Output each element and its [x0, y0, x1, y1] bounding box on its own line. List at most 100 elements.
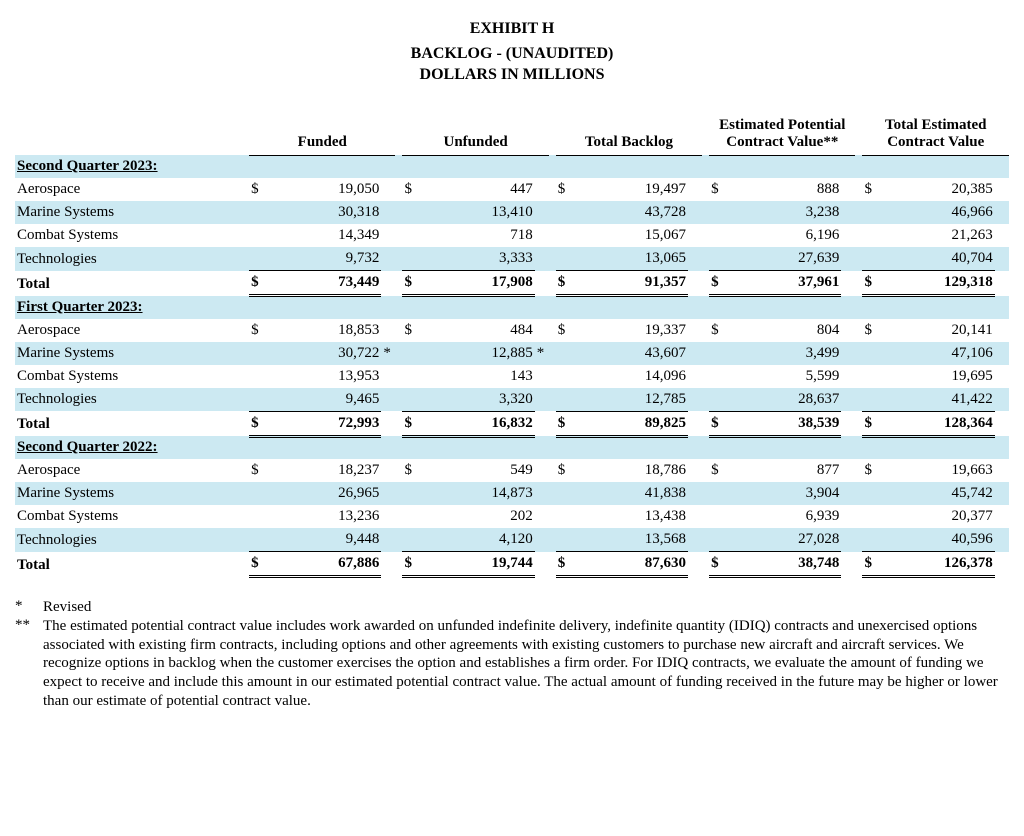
currency-symbol: [402, 342, 423, 365]
currency-symbol: $: [862, 552, 883, 577]
currency-symbol: [402, 201, 423, 224]
asterisk-cell: [381, 459, 395, 482]
currency-symbol: [862, 365, 883, 388]
value-cell: 37,961: [730, 271, 841, 296]
currency-symbol: [862, 482, 883, 505]
currency-symbol: [862, 505, 883, 528]
currency-symbol: $: [249, 459, 270, 482]
value-cell: 27,028: [730, 528, 841, 552]
asterisk-cell: [688, 365, 702, 388]
asterisk-cell: [995, 365, 1009, 388]
currency-symbol: [402, 247, 423, 271]
currency-symbol: [709, 201, 730, 224]
currency-symbol: [402, 528, 423, 552]
currency-symbol: [862, 224, 883, 247]
footnote: ** The estimated potential contract valu…: [15, 617, 1009, 711]
asterisk-cell: [535, 411, 549, 436]
value-cell: 126,378: [884, 552, 995, 577]
table-row: Marine Systems30,31813,41043,7283,23846,…: [15, 201, 1009, 224]
value-cell: 3,333: [424, 247, 535, 271]
currency-symbol: $: [862, 271, 883, 296]
currency-symbol: $: [709, 459, 730, 482]
asterisk-cell: [381, 388, 395, 412]
asterisk-cell: [995, 411, 1009, 436]
value-cell: 40,596: [884, 528, 995, 552]
asterisk-cell: *: [381, 342, 395, 365]
asterisk-cell: [688, 201, 702, 224]
exhibit-label: EXHIBIT H: [15, 20, 1009, 38]
table-row: Aerospace$19,050$447$19,497$888$20,385: [15, 178, 1009, 201]
currency-symbol: $: [402, 411, 423, 436]
currency-symbol: $: [556, 178, 577, 201]
value-cell: 20,377: [884, 505, 995, 528]
row-label: Technologies: [15, 388, 249, 412]
value-cell: 143: [424, 365, 535, 388]
asterisk-cell: [535, 388, 549, 412]
subtitle-line1: BACKLOG - (UNAUDITED): [411, 45, 614, 62]
total-row: Total$73,449$17,908$91,357$37,961$129,31…: [15, 271, 1009, 296]
value-cell: 15,067: [577, 224, 688, 247]
currency-symbol: [402, 505, 423, 528]
col-header: Unfunded: [402, 114, 548, 156]
row-label: Marine Systems: [15, 201, 249, 224]
row-label: Combat Systems: [15, 505, 249, 528]
currency-symbol: [709, 505, 730, 528]
value-cell: 19,050: [270, 178, 381, 201]
value-cell: 12,785: [577, 388, 688, 412]
currency-symbol: [402, 365, 423, 388]
value-cell: 89,825: [577, 411, 688, 436]
col-header: Total Backlog: [556, 114, 702, 156]
value-cell: 87,630: [577, 552, 688, 577]
asterisk-cell: [535, 482, 549, 505]
table-row: Marine Systems26,96514,87341,8383,90445,…: [15, 482, 1009, 505]
value-cell: 804: [730, 319, 841, 342]
asterisk-cell: [841, 224, 855, 247]
value-cell: 19,695: [884, 365, 995, 388]
section-title: Second Quarter 2023:: [15, 155, 249, 178]
asterisk-cell: [381, 247, 395, 271]
asterisk-cell: [535, 459, 549, 482]
currency-symbol: [709, 342, 730, 365]
table-row: Technologies9,4653,32012,78528,63741,422: [15, 388, 1009, 412]
currency-symbol: [249, 201, 270, 224]
value-cell: 3,238: [730, 201, 841, 224]
currency-symbol: [709, 224, 730, 247]
value-cell: 447: [424, 178, 535, 201]
currency-symbol: $: [862, 319, 883, 342]
value-cell: 14,349: [270, 224, 381, 247]
section-header-row: First Quarter 2023:: [15, 296, 1009, 319]
value-cell: 30,722: [270, 342, 381, 365]
currency-symbol: [556, 224, 577, 247]
currency-symbol: [862, 388, 883, 412]
currency-symbol: [556, 482, 577, 505]
row-label: Combat Systems: [15, 224, 249, 247]
header-row: Funded Unfunded Total Backlog Estimated …: [15, 114, 1009, 156]
asterisk-cell: [995, 271, 1009, 296]
value-cell: 6,196: [730, 224, 841, 247]
table-row: Combat Systems14,34971815,0676,19621,263: [15, 224, 1009, 247]
currency-symbol: [709, 388, 730, 412]
value-cell: 38,539: [730, 411, 841, 436]
table-row: Aerospace$18,853$484$19,337$804$20,141: [15, 319, 1009, 342]
value-cell: 91,357: [577, 271, 688, 296]
table-row: Technologies9,4484,12013,56827,02840,596: [15, 528, 1009, 552]
asterisk-cell: [841, 319, 855, 342]
table-row: Combat Systems13,23620213,4386,93920,377: [15, 505, 1009, 528]
asterisk-cell: [688, 271, 702, 296]
footnote-text: Revised: [43, 598, 1009, 617]
asterisk-cell: [688, 411, 702, 436]
asterisk-cell: [381, 482, 395, 505]
currency-symbol: [249, 247, 270, 271]
currency-symbol: [862, 528, 883, 552]
value-cell: 19,497: [577, 178, 688, 201]
asterisk-cell: [995, 247, 1009, 271]
currency-symbol: $: [709, 411, 730, 436]
asterisk-cell: [841, 201, 855, 224]
value-cell: 718: [424, 224, 535, 247]
currency-symbol: $: [709, 271, 730, 296]
value-cell: 4,120: [424, 528, 535, 552]
asterisk-cell: [535, 319, 549, 342]
section-title: Second Quarter 2022:: [15, 436, 249, 459]
asterisk-cell: [688, 342, 702, 365]
value-cell: 13,065: [577, 247, 688, 271]
